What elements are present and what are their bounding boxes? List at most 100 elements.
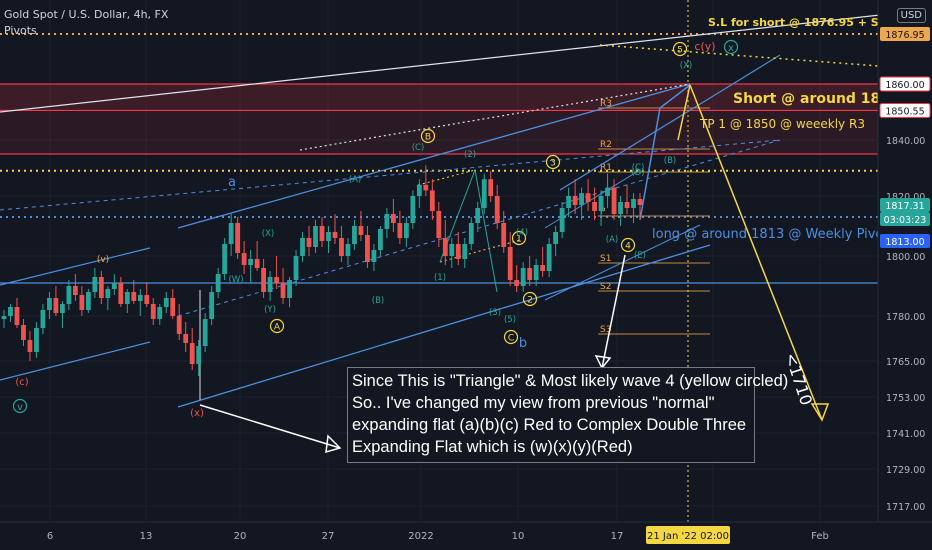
candle-body-84: [546, 244, 552, 271]
yellow-wave-circle-A: [269, 318, 285, 334]
arrow-head-white-2: [594, 355, 612, 370]
green-circle-v-label: v: [17, 402, 23, 413]
arrow-white-2: [601, 254, 626, 369]
indicator-pivots[interactable]: Pivots: [4, 24, 37, 37]
candle-body-0: [1, 316, 7, 319]
candle-body-58: [378, 229, 383, 250]
candle-body-17: [111, 283, 117, 289]
blue-wave-b: b: [519, 336, 527, 351]
candle-body-85: [553, 232, 559, 244]
candle-body-13: [85, 292, 91, 310]
candle-body-77: [501, 223, 507, 247]
note-line-3: expanding flat (a)(b)(c) Red to Complex …: [352, 416, 747, 434]
price-tick-0: 1717.00: [886, 502, 925, 513]
candle-body-65: [423, 184, 429, 191]
green-wave-label-6: (1): [434, 273, 446, 283]
time-tick-5: 10: [512, 531, 525, 542]
note-line-4: Expanding Flat which is (w)(x)(y)(Red): [352, 438, 633, 456]
green-circle-x-label: x: [728, 43, 734, 54]
candle-body-18: [118, 283, 124, 304]
pivot-label-R1: R1: [600, 163, 612, 173]
candle-body-80: [520, 268, 526, 286]
price-tag-5: 1813.00: [885, 237, 924, 248]
candle-body-79: [514, 280, 520, 286]
candle-body-28: [183, 334, 189, 343]
candle-body-5: [34, 328, 39, 352]
blue-wave-a: a: [228, 175, 236, 190]
candle-body-4: [27, 340, 33, 352]
green-wave-label-12: (B): [664, 156, 676, 166]
yellow-wave-circle-3: [545, 154, 561, 170]
candle-body-11: [72, 286, 78, 295]
candle-body-32: [209, 292, 215, 319]
green-wave-label-7: (2): [464, 150, 476, 160]
green-wave-label-14: (D): [631, 168, 644, 178]
candle-body-68: [442, 238, 448, 256]
candle-body-47: [306, 238, 312, 247]
white-trendline: [0, 14, 881, 113]
price-tag-bg-3: [880, 198, 930, 212]
time-tick-0: 6: [47, 531, 53, 542]
candle-body-61: [397, 223, 403, 238]
price-tag-bg-5: [880, 234, 930, 248]
green-wave-label-0: (C): [412, 143, 425, 153]
green-wave-label-15: (E): [634, 251, 646, 261]
candle-body-43: [280, 283, 286, 298]
projection-up-2: [659, 84, 691, 109]
orange-wave-v: (v): [97, 255, 109, 265]
candle-body-3: [21, 325, 26, 340]
candle-body-15: [98, 277, 104, 298]
candle-body-63: [410, 196, 416, 223]
channel-mid-ext: [177, 139, 781, 317]
analysis-note: Since This is "Triangle" & Most likely w…: [347, 367, 788, 463]
candle-body-52: [339, 238, 344, 256]
green-wave-label-10: (5): [504, 315, 516, 325]
projection-yellow-2: [677, 84, 691, 141]
candle-body-89: [579, 193, 584, 205]
candle-body-66: [429, 190, 435, 211]
candle-body-38: [248, 259, 254, 265]
candle-body-12: [79, 295, 85, 310]
price-tag-2: 1850.55: [885, 106, 924, 117]
candle-body-51: [332, 232, 338, 238]
candle-body-97: [631, 199, 636, 208]
candle-body-86: [559, 208, 565, 232]
price-tag-bg-0: [880, 27, 930, 41]
projection-yellow: [689, 84, 823, 421]
wedge-top: [559, 54, 781, 191]
candle-body-53: [345, 244, 351, 256]
pivot-label-S1: S1: [600, 254, 611, 264]
green-wave-label-3: (W): [228, 275, 243, 285]
tp-zone: [0, 110, 878, 154]
candle-body-87: [566, 196, 572, 208]
wave-yellow-1: [439, 239, 521, 263]
price-tag-4: 03:03:23: [884, 215, 927, 226]
yellow-wave-4: 4: [625, 242, 631, 252]
time-tick-3: 27: [322, 531, 335, 542]
candle-body-48: [313, 226, 318, 247]
candle-body-74: [481, 179, 487, 208]
yellow-wave-1: 1: [516, 235, 522, 245]
candle-body-91: [592, 202, 597, 211]
pivot-label-P: P: [600, 207, 606, 217]
red-wave-cy: c(y): [694, 40, 715, 53]
arrow-white-1: [199, 404, 341, 449]
yellow-wave-circle-C: [503, 329, 519, 345]
time-tick-2: 20: [234, 531, 247, 542]
price-axis-bg: [878, 0, 932, 550]
drawings-layer: [0, 14, 932, 454]
candle-body-41: [267, 277, 273, 292]
pivot-label-R3: R3: [600, 99, 612, 109]
candle-body-62: [403, 223, 409, 238]
candle-body-60: [390, 214, 396, 223]
green-wave-label-2: (B): [372, 296, 384, 306]
currency-button[interactable]: USD: [896, 8, 926, 23]
candle-body-20: [131, 292, 137, 301]
candle-body-33: [215, 274, 221, 292]
sl-label: S.L for short @ 1876.95 + Spread: [708, 16, 915, 29]
candle-body-94: [611, 187, 617, 214]
candle-body-30: [196, 346, 202, 364]
yellow-wave-3: 3: [550, 159, 556, 169]
